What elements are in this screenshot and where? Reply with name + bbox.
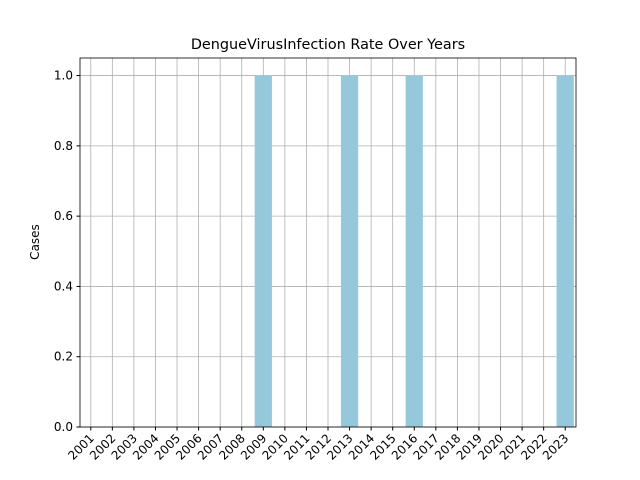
y-tick-label: 0.2	[54, 350, 73, 364]
y-tick-label: 0.0	[54, 420, 73, 434]
y-tick-label: 0.6	[54, 209, 73, 223]
bar	[556, 75, 574, 428]
bar	[254, 75, 272, 428]
bar	[340, 75, 359, 428]
chart-title: DengueVirusInfection Rate Over Years	[191, 37, 465, 53]
y-tick-label: 0.4	[54, 279, 73, 293]
y-tick-label: 0.8	[54, 139, 73, 153]
axes-frame	[79, 57, 577, 428]
y-axis-label: Cases	[28, 224, 42, 260]
y-tick-label: 1.0	[54, 69, 73, 83]
bar	[405, 75, 423, 428]
